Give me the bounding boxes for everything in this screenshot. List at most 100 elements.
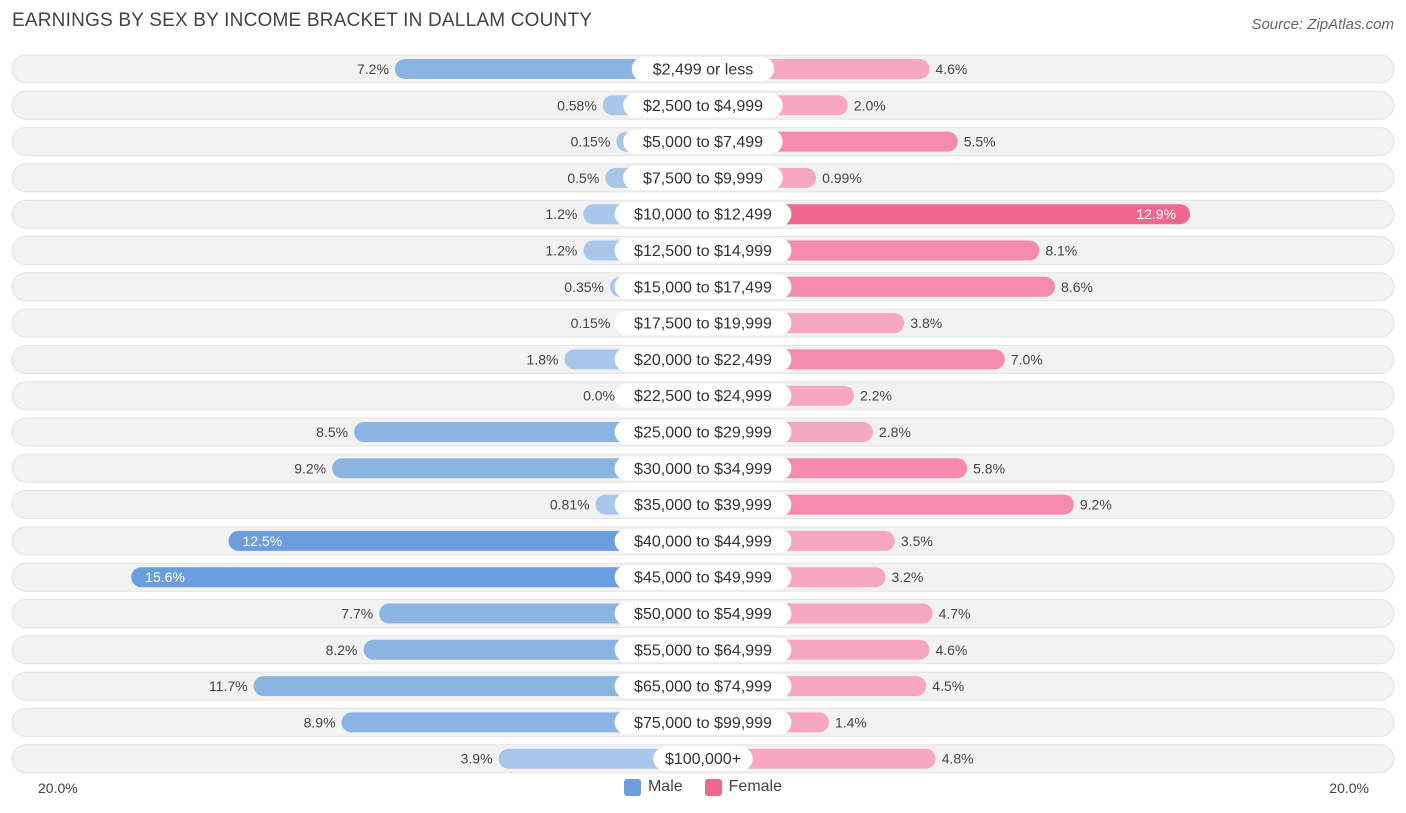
- category-pill: [614, 274, 792, 299]
- category-label: $10,000 to $12,499: [634, 207, 772, 224]
- male-value-label: 3.9%: [461, 751, 493, 767]
- male-value-label: 0.81%: [550, 497, 590, 513]
- male-bar: [332, 458, 703, 479]
- male-value-label: 8.5%: [316, 424, 348, 440]
- male-value-label: 0.15%: [571, 315, 611, 331]
- category-label: $15,000 to $17,499: [634, 279, 772, 296]
- male-bar: [131, 567, 703, 588]
- category-pill: [614, 601, 792, 626]
- category-pill: [623, 129, 783, 154]
- legend-swatch-female: [704, 778, 722, 796]
- female-value-label: 8.6%: [1061, 279, 1093, 295]
- male-value-label: 8.9%: [304, 714, 336, 730]
- legend-swatch-male: [623, 778, 641, 796]
- female-value-label: 2.0%: [854, 97, 886, 113]
- male-bar: [341, 712, 703, 733]
- male-value-label: 11.7%: [209, 678, 248, 694]
- male-value-label: 12.5%: [243, 533, 283, 549]
- female-value-label: 12.9%: [1136, 206, 1176, 222]
- male-bar: [253, 676, 703, 697]
- male-value-label: 0.5%: [567, 170, 599, 186]
- legend-item-male[interactable]: Male: [623, 778, 683, 796]
- axis-left-label: 20.0%: [38, 780, 78, 796]
- male-value-label: 0.58%: [557, 97, 597, 113]
- female-bar: [703, 494, 1074, 515]
- category-label: $55,000 to $64,999: [634, 642, 772, 659]
- female-value-label: 0.99%: [822, 170, 862, 186]
- female-value-label: 7.0%: [1011, 351, 1043, 367]
- male-value-label: 0.0%: [583, 388, 615, 404]
- category-label: $17,500 to $19,999: [634, 316, 772, 333]
- female-bar: [703, 748, 936, 769]
- male-value-label: 1.2%: [545, 243, 577, 259]
- category-label: $65,000 to $74,999: [634, 679, 772, 696]
- male-value-label: 8.2%: [326, 642, 358, 658]
- female-value-label: 5.8%: [973, 460, 1005, 476]
- category-pill: [653, 746, 753, 771]
- female-value-label: 4.7%: [939, 606, 971, 622]
- category-label: $12,500 to $14,999: [634, 243, 772, 260]
- source-label: Source: ZipAtlas.com: [1251, 16, 1394, 33]
- female-value-label: 4.6%: [935, 61, 967, 77]
- category-pill: [614, 565, 792, 590]
- category-pill: [614, 202, 792, 227]
- category-label: $100,000+: [665, 751, 741, 768]
- category-pill: [614, 710, 792, 735]
- female-value-label: 4.8%: [942, 751, 974, 767]
- category-label: $50,000 to $54,999: [634, 606, 772, 623]
- category-label: $30,000 to $34,999: [634, 461, 772, 478]
- female-value-label: 4.6%: [935, 642, 967, 658]
- male-value-label: 7.2%: [357, 61, 389, 77]
- male-value-label: 0.35%: [564, 279, 604, 295]
- category-pill: [623, 93, 783, 118]
- female-value-label: 3.8%: [910, 315, 942, 331]
- legend-item-female[interactable]: Female: [704, 778, 782, 796]
- category-pill: [614, 456, 792, 481]
- female-value-label: 9.2%: [1080, 497, 1112, 513]
- category-pill: [614, 311, 792, 336]
- female-bar: [703, 204, 1191, 225]
- female-value-label: 2.8%: [879, 424, 911, 440]
- legend: Male Female: [0, 778, 1406, 796]
- category-label: $2,499 or less: [653, 62, 754, 79]
- male-value-label: 0.15%: [571, 134, 611, 150]
- category-pill: [614, 347, 792, 372]
- category-label: $75,000 to $99,999: [634, 715, 772, 732]
- male-value-label: 15.6%: [145, 569, 185, 585]
- female-value-label: 4.5%: [932, 678, 964, 694]
- category-label: $40,000 to $44,999: [634, 533, 772, 550]
- male-bar: [394, 59, 703, 79]
- male-bar: [498, 748, 703, 769]
- male-value-label: 1.2%: [545, 206, 577, 222]
- category-label: $2,500 to $4,999: [643, 98, 763, 115]
- category-pill: [623, 165, 783, 190]
- male-value-label: 7.7%: [341, 606, 373, 622]
- chart-title: EARNINGS BY SEX BY INCOME BRACKET IN DAL…: [12, 10, 593, 31]
- category-label: $45,000 to $49,999: [634, 570, 772, 587]
- male-bar: [228, 530, 703, 551]
- category-pill: [614, 528, 792, 553]
- category-pill: [614, 420, 792, 444]
- category-pill: [614, 674, 792, 699]
- category-pill: [614, 637, 792, 662]
- female-value-label: 1.4%: [835, 714, 867, 730]
- male-value-label: 9.2%: [294, 460, 326, 476]
- male-value-label: 1.8%: [527, 351, 559, 367]
- female-value-label: 2.2%: [860, 388, 892, 404]
- category-pill: [614, 238, 792, 263]
- category-label: $5,000 to $7,499: [643, 134, 763, 151]
- axis-right-label: 20.0%: [1329, 780, 1369, 796]
- category-label: $35,000 to $39,999: [634, 497, 772, 514]
- female-bar: [703, 276, 1056, 297]
- category-label: $7,500 to $9,999: [643, 170, 763, 187]
- female-value-label: 5.5%: [964, 134, 996, 150]
- legend-label-male: Male: [647, 778, 683, 795]
- category-label: $22,500 to $24,999: [634, 388, 772, 405]
- female-value-label: 3.2%: [891, 569, 923, 585]
- category-pill: [631, 57, 775, 81]
- female-value-label: 8.1%: [1045, 243, 1077, 259]
- category-label: $25,000 to $29,999: [634, 425, 772, 442]
- category-pill: [614, 383, 792, 408]
- female-value-label: 3.5%: [901, 533, 933, 549]
